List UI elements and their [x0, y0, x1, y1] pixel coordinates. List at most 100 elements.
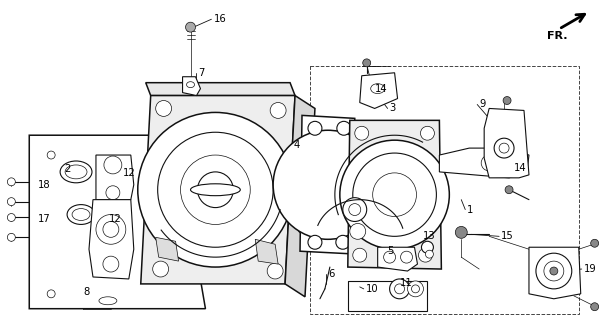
- Circle shape: [270, 102, 286, 118]
- Polygon shape: [29, 135, 206, 309]
- Circle shape: [426, 250, 434, 258]
- Ellipse shape: [371, 84, 385, 93]
- Polygon shape: [360, 73, 398, 108]
- Circle shape: [157, 132, 273, 247]
- Circle shape: [418, 248, 432, 262]
- Text: 15: 15: [501, 231, 514, 241]
- Polygon shape: [89, 200, 134, 279]
- Ellipse shape: [99, 297, 117, 305]
- Circle shape: [536, 253, 572, 289]
- Circle shape: [499, 143, 509, 153]
- Circle shape: [273, 130, 382, 239]
- Text: 17: 17: [38, 214, 51, 224]
- Bar: [348, 281, 427, 311]
- Circle shape: [185, 22, 196, 32]
- Circle shape: [550, 267, 558, 275]
- Circle shape: [363, 59, 371, 67]
- Ellipse shape: [67, 204, 95, 224]
- Circle shape: [7, 233, 15, 241]
- Circle shape: [401, 251, 412, 263]
- Polygon shape: [529, 247, 581, 299]
- Circle shape: [340, 140, 449, 249]
- Circle shape: [384, 251, 396, 263]
- Text: 6: 6: [328, 269, 334, 279]
- Polygon shape: [440, 148, 529, 178]
- Text: 16: 16: [213, 14, 226, 24]
- Text: 11: 11: [399, 278, 412, 288]
- Text: 2: 2: [64, 164, 71, 174]
- Circle shape: [421, 126, 434, 140]
- Text: FR.: FR.: [547, 31, 567, 41]
- Polygon shape: [348, 120, 441, 269]
- Circle shape: [505, 186, 513, 194]
- Circle shape: [494, 138, 514, 158]
- Circle shape: [412, 285, 420, 293]
- Polygon shape: [255, 239, 278, 264]
- Circle shape: [349, 204, 361, 215]
- Circle shape: [343, 198, 367, 221]
- Circle shape: [373, 173, 416, 217]
- Text: 18: 18: [38, 180, 51, 190]
- Polygon shape: [182, 77, 201, 96]
- Polygon shape: [285, 96, 315, 297]
- Text: 9: 9: [479, 100, 486, 109]
- Circle shape: [138, 112, 293, 267]
- Circle shape: [455, 227, 468, 238]
- Circle shape: [106, 186, 120, 200]
- Circle shape: [353, 248, 367, 262]
- Circle shape: [7, 198, 15, 206]
- Polygon shape: [140, 96, 295, 284]
- Text: 1: 1: [468, 204, 474, 215]
- Circle shape: [421, 241, 434, 253]
- Circle shape: [544, 261, 564, 281]
- Circle shape: [354, 126, 368, 140]
- Circle shape: [103, 221, 119, 237]
- Circle shape: [337, 121, 351, 135]
- Text: 7: 7: [198, 68, 205, 78]
- Circle shape: [407, 281, 423, 297]
- Polygon shape: [378, 247, 418, 271]
- Circle shape: [96, 214, 126, 244]
- Polygon shape: [484, 108, 529, 178]
- Circle shape: [350, 223, 366, 239]
- Circle shape: [104, 156, 122, 174]
- Circle shape: [390, 279, 410, 299]
- Circle shape: [267, 263, 283, 279]
- Circle shape: [308, 121, 322, 135]
- Text: 14: 14: [514, 163, 527, 173]
- Ellipse shape: [187, 82, 195, 88]
- Text: 14: 14: [375, 84, 387, 94]
- Circle shape: [7, 178, 15, 186]
- Bar: [310, 66, 579, 314]
- Text: 10: 10: [366, 284, 378, 294]
- Circle shape: [481, 155, 497, 171]
- Circle shape: [353, 153, 437, 236]
- Text: 13: 13: [423, 231, 435, 241]
- Circle shape: [47, 290, 55, 298]
- Polygon shape: [96, 155, 134, 200]
- Text: 12: 12: [123, 168, 136, 178]
- Text: 12: 12: [109, 214, 122, 224]
- Ellipse shape: [60, 161, 92, 183]
- Circle shape: [298, 225, 306, 233]
- Circle shape: [7, 213, 15, 221]
- Text: 8: 8: [83, 287, 89, 297]
- Text: 4: 4: [294, 140, 300, 150]
- Polygon shape: [146, 83, 295, 96]
- Text: 5: 5: [388, 246, 394, 256]
- Circle shape: [153, 261, 168, 277]
- Polygon shape: [156, 237, 179, 261]
- Ellipse shape: [72, 209, 90, 220]
- Ellipse shape: [190, 184, 240, 196]
- Text: 19: 19: [584, 264, 596, 274]
- Circle shape: [591, 239, 599, 247]
- Circle shape: [395, 284, 404, 294]
- Circle shape: [181, 155, 250, 224]
- Circle shape: [156, 100, 171, 116]
- Circle shape: [47, 151, 55, 159]
- Circle shape: [336, 235, 350, 249]
- Circle shape: [503, 97, 511, 105]
- Circle shape: [198, 172, 233, 208]
- Circle shape: [308, 235, 322, 249]
- Ellipse shape: [65, 165, 87, 179]
